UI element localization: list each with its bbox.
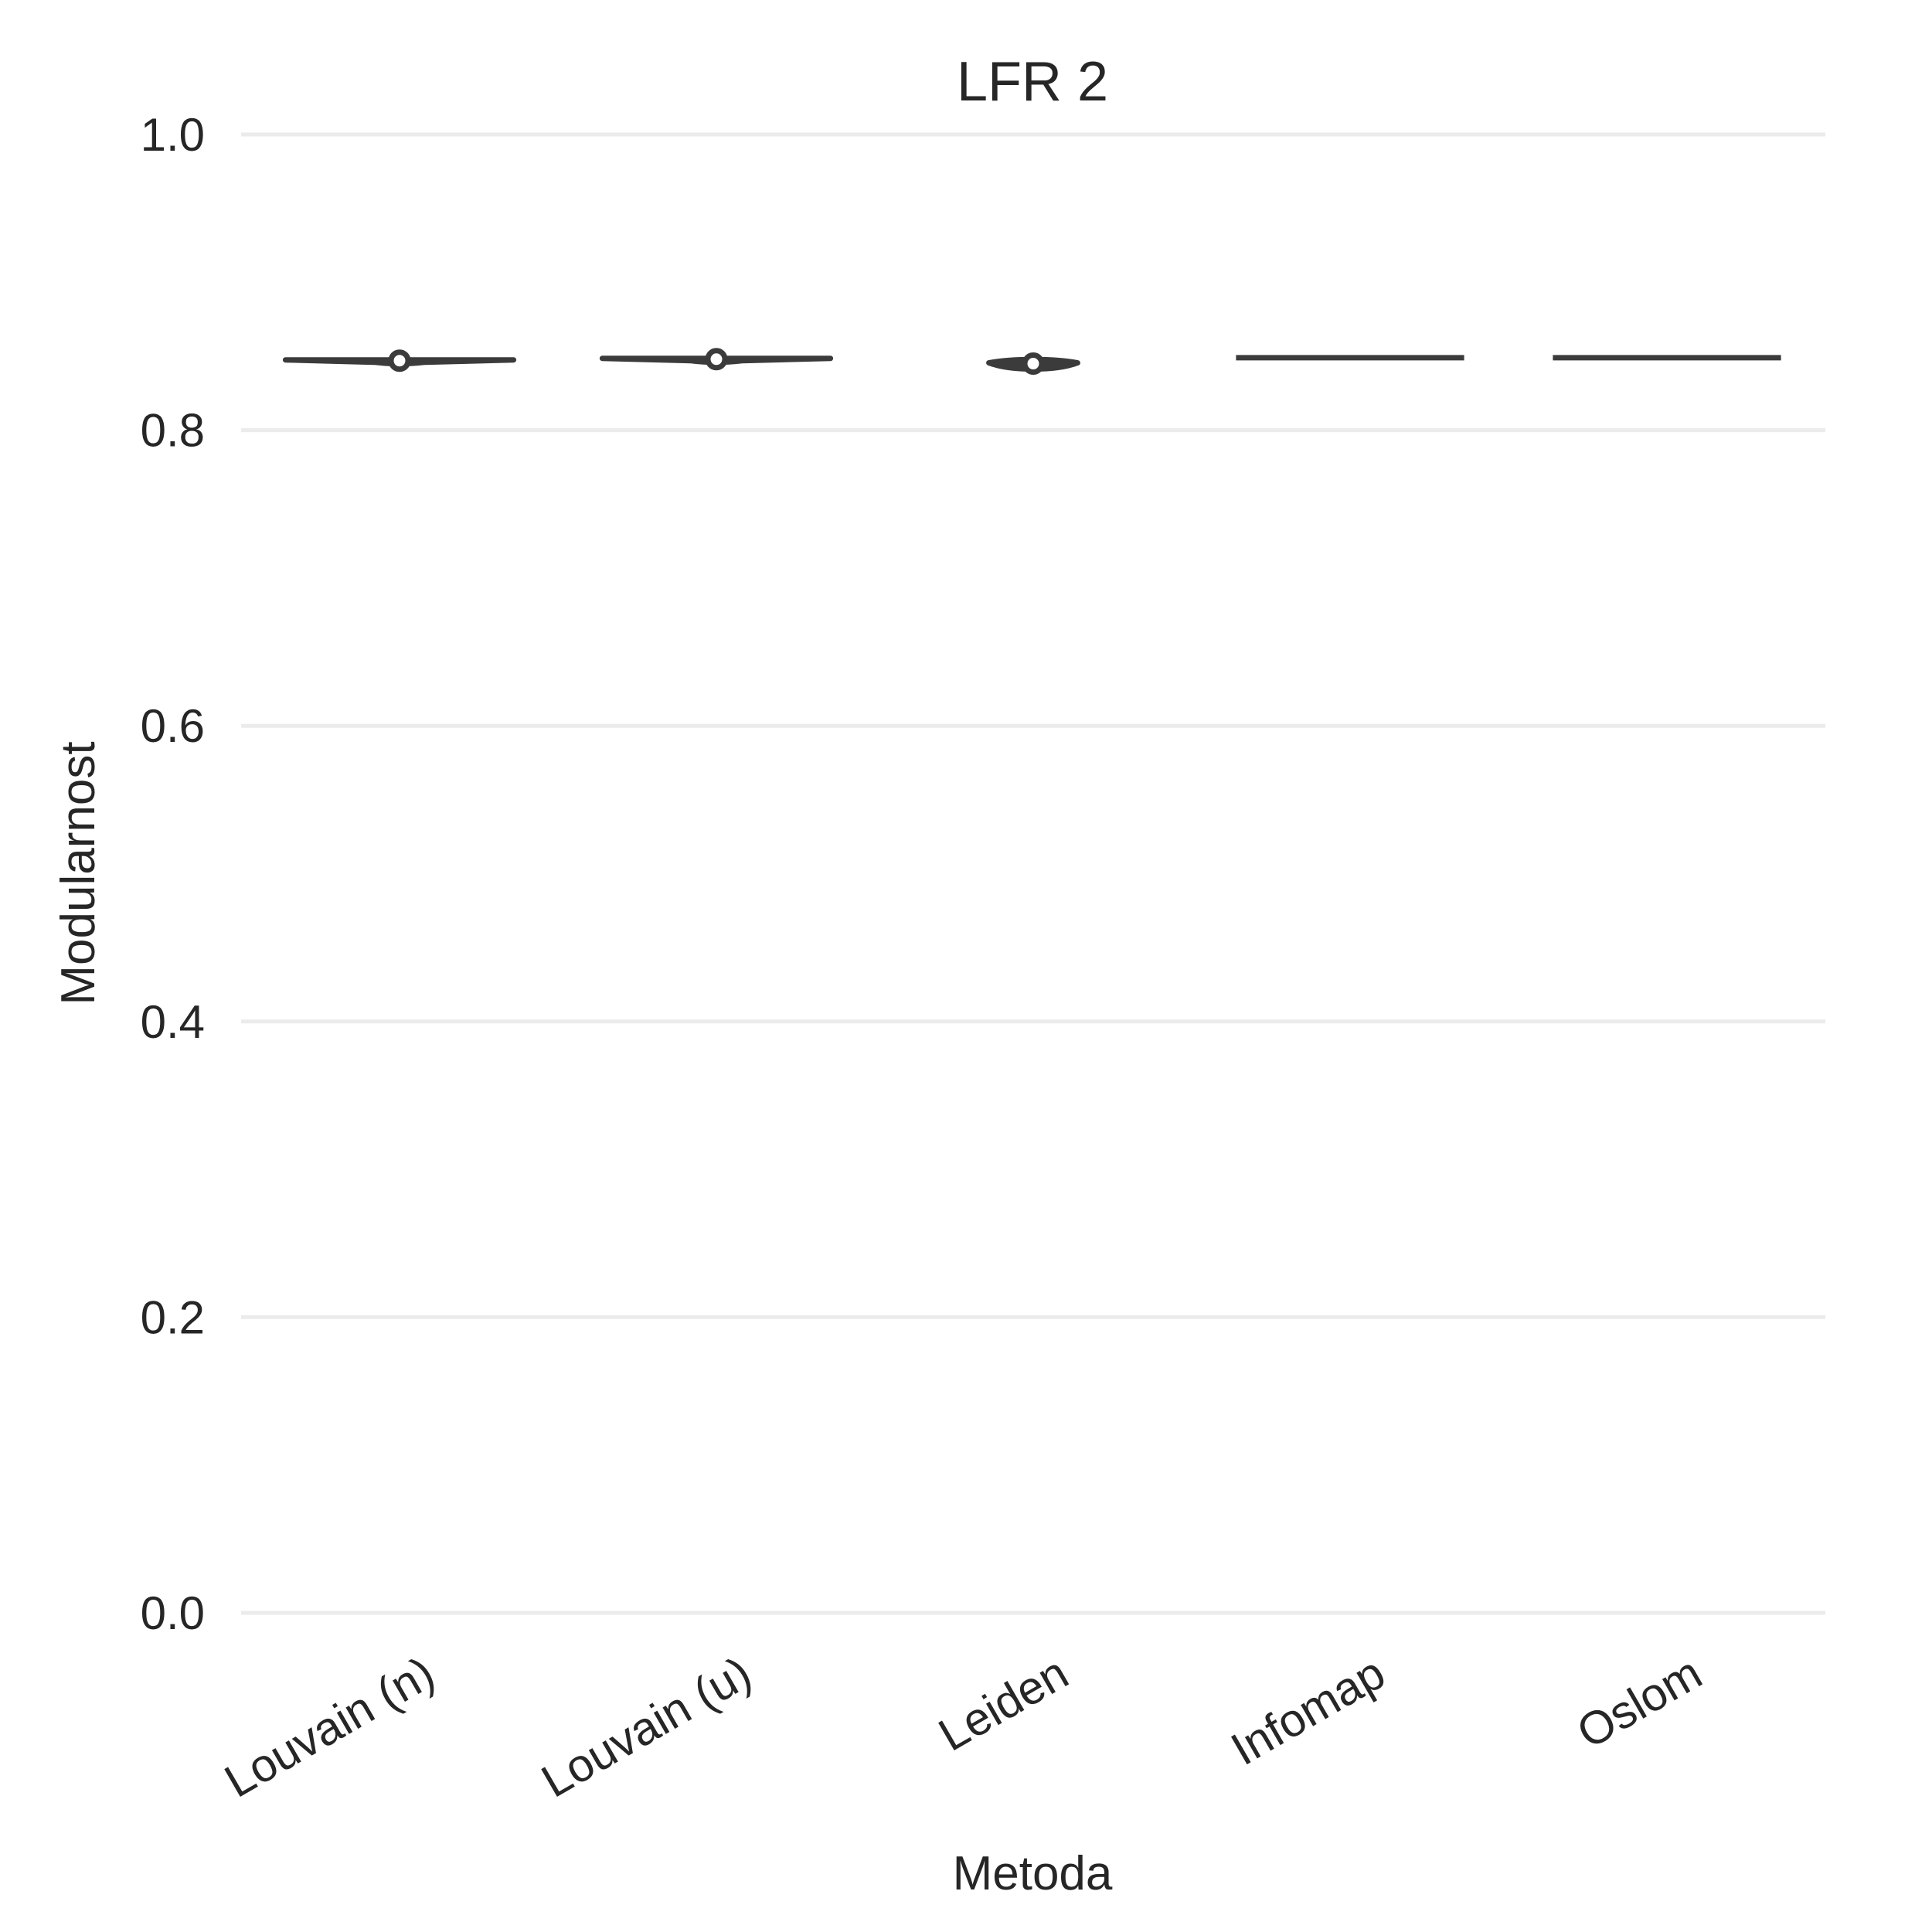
median-marker [1022, 352, 1045, 376]
y-tick-label: 0.2 [141, 1291, 205, 1343]
x-tick-label: Louvain (n) [216, 1647, 443, 1808]
median-marker [705, 348, 728, 371]
x-tick-label: Leiden [930, 1647, 1077, 1761]
x-tick-label: Louvain (u) [533, 1647, 760, 1808]
gridlines [241, 132, 1825, 1615]
y-axis-label: Modularnost [52, 741, 105, 1005]
y-tick-label: 0.6 [141, 700, 205, 752]
y-tick-label: 0.4 [141, 996, 205, 1048]
x-axis-label: Metoda [953, 1847, 1113, 1900]
y-tick-labels: 0.0 0.2 0.4 0.6 0.8 1.0 [141, 109, 205, 1639]
violins [282, 348, 1781, 376]
x-tick-label: Oslom [1568, 1647, 1710, 1759]
median-marker [388, 349, 411, 372]
chart-title: LFR 2 [957, 51, 1108, 113]
x-tick-label: Infomap [1223, 1647, 1393, 1775]
y-tick-label: 0.0 [141, 1587, 205, 1639]
y-tick-label: 0.8 [141, 405, 205, 457]
x-tick-labels: Louvain (n) Louvain (u) Leiden Infomap Oslom [216, 1647, 1710, 1808]
y-tick-label: 1.0 [141, 109, 205, 161]
